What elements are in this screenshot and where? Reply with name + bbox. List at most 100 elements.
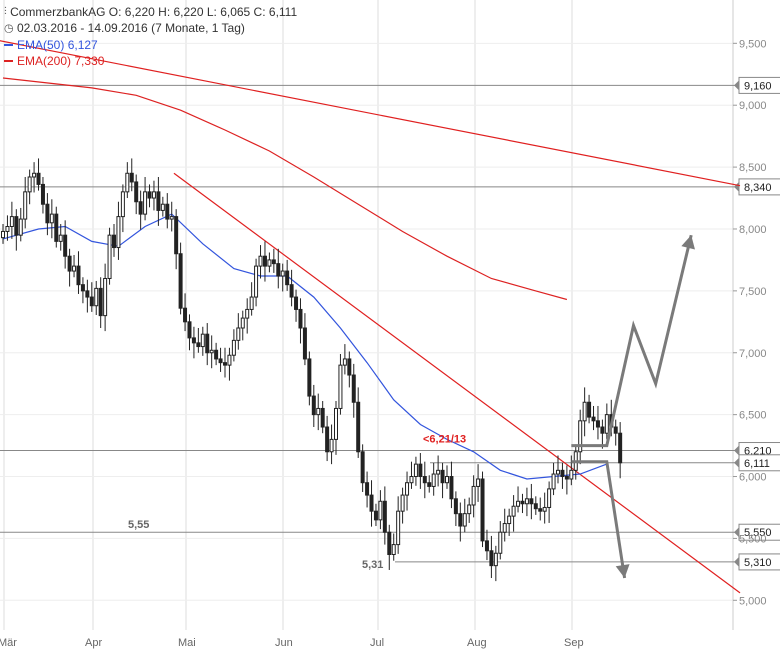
candle-body [436,469,441,475]
candle-body [569,469,574,480]
level-pointer [734,556,739,567]
candle-body [556,469,560,475]
projection-arrows [571,234,695,579]
candle-body [205,333,210,354]
candle-body [231,339,236,356]
candle-body [1,230,5,239]
candle-body [143,191,148,215]
candle-body [112,234,116,249]
candle-body [391,544,396,555]
y-tick-label: 5,500 [739,533,767,545]
candle-body [165,203,170,220]
candle-body [458,513,463,527]
candle-body [9,216,14,228]
legend-ema50: EMA(50) 6,127 [4,37,98,52]
candle-body [578,420,583,453]
candle-body [351,374,356,403]
candle-body [174,216,179,255]
candle-body [405,482,410,496]
candle-body [45,203,50,224]
candle-body [23,191,28,220]
candle-body [94,287,99,307]
candle-body [307,358,312,397]
candle-body [360,451,365,484]
candle-body [236,327,241,341]
x-tick-label: Jun [275,637,293,649]
candle-body [80,284,85,292]
legend-ema200: EMA(200) 7,330 [4,53,104,68]
candle-body [267,259,272,267]
candle-body [427,482,432,487]
candle-body [271,259,276,265]
candle-body [529,498,534,505]
candle-body [54,213,59,242]
candle-body [67,255,72,272]
candle-body [58,234,63,242]
candle-body [520,500,525,505]
candle-body [498,531,503,554]
candle-body [542,506,547,512]
candle-body [493,552,498,567]
candle-body [218,358,223,364]
candle-body [618,432,623,464]
candle-body [209,349,214,354]
candle-body [63,234,68,257]
clock-icon: ◷ [4,22,14,35]
level-pointer [734,181,739,192]
candle-body [453,498,458,515]
candle-body [183,307,188,323]
candle-body [524,498,529,505]
ema50-value: 6,127 [67,37,98,52]
candle-body [356,401,361,453]
ema200-label: EMA(200) [17,53,72,68]
candle-body [36,172,41,185]
candle-body [5,226,10,232]
chart-type-icon: ⫶ [4,5,7,18]
x-tick-label: Apr [85,637,102,649]
x-tick-label: Mär [0,637,17,649]
candle-body [76,265,81,286]
candle-body [223,362,227,366]
ema50-swatch [4,43,13,46]
ema200-line [2,77,568,301]
candle-body [27,176,32,193]
y-tick-label: 8,000 [739,224,767,236]
candle-body [169,216,174,220]
candle-body [40,183,45,205]
legend-period-line: ◷ 02.03.2016 - 14.09.2016 (7 Monate, 1 T… [4,20,245,35]
y-tick-label: 9,500 [739,38,767,50]
candle-body [178,253,183,309]
level-value-label: 9,160 [744,80,772,92]
candle-body [564,476,569,480]
level-pointer [734,80,739,91]
candle-body [302,327,307,360]
candle-body [502,523,507,533]
candle-body [387,531,392,555]
candle-body [378,500,383,521]
level-annotation: <6,21/13 [423,434,466,446]
candle-body [365,482,370,496]
candle-body [285,270,290,286]
candle-body [347,358,352,376]
candle-body [418,463,423,478]
ema200-path [2,77,568,301]
candle-body [18,218,23,236]
candle-body [449,476,454,500]
candle-body [156,191,161,211]
candle-body [484,540,489,552]
instrument-ohlc: CommerzbankAG O: 6,220 H: 6,220 L: 6,065… [10,4,298,19]
candle-body [422,476,427,484]
candle-body [107,234,112,279]
candle-body [276,263,281,277]
candle-body [400,494,405,512]
candle-body [613,426,618,434]
candle-body [409,476,414,484]
x-tick-label: Mai [178,637,196,649]
candle-body [373,510,378,521]
candle-body [311,395,316,416]
candle-body [582,401,587,422]
candle-body [129,172,134,183]
candle-body [440,469,445,484]
candle-body [334,407,338,440]
